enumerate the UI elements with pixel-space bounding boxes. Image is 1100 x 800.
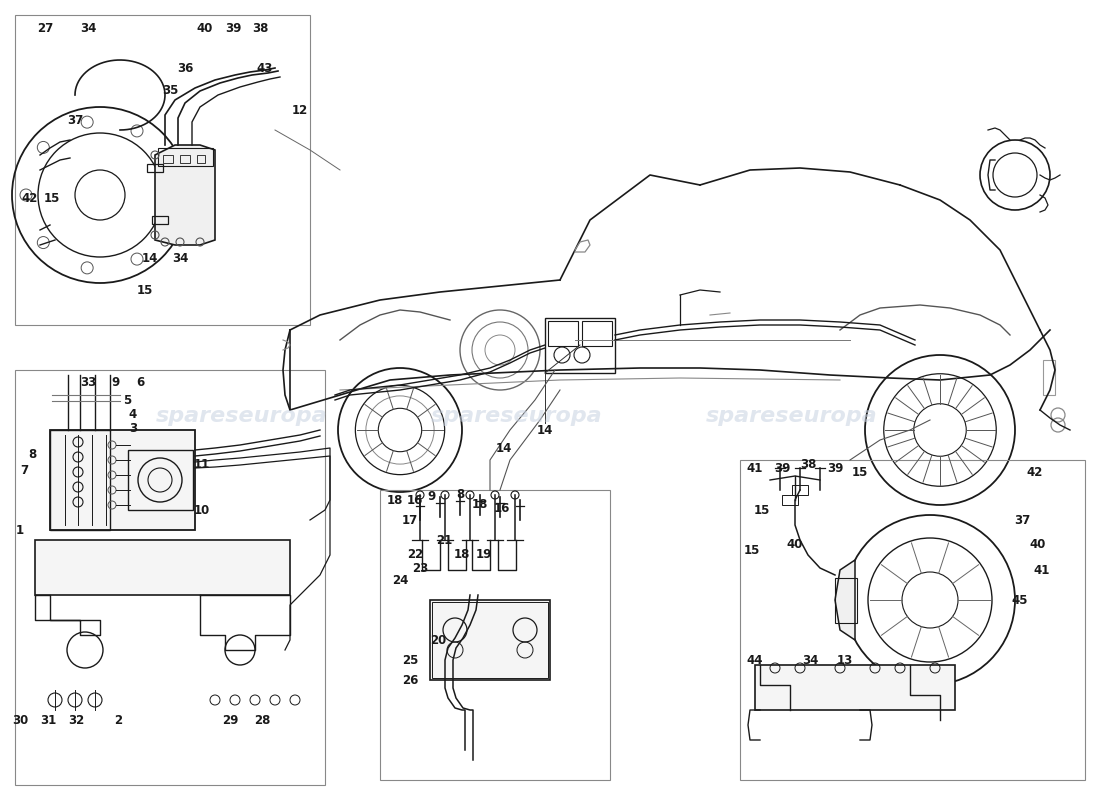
Text: 21: 21 (436, 534, 452, 546)
Bar (197, 155, 205, 163)
Text: 16: 16 (494, 502, 510, 514)
Bar (158, 148, 213, 166)
Bar (152, 216, 168, 224)
Text: 29: 29 (222, 714, 239, 726)
Bar (35, 540, 290, 595)
Text: 42: 42 (1026, 466, 1043, 478)
Text: 37: 37 (67, 114, 84, 126)
Text: 35: 35 (162, 83, 178, 97)
Bar (50, 430, 195, 530)
Text: 15: 15 (754, 503, 770, 517)
Text: 16: 16 (407, 494, 424, 506)
Bar (792, 485, 808, 495)
Text: 15: 15 (44, 191, 60, 205)
Text: 30: 30 (12, 714, 29, 726)
Text: 31: 31 (40, 714, 56, 726)
Text: 39: 39 (224, 22, 241, 34)
Text: 18: 18 (454, 549, 470, 562)
Text: 1: 1 (15, 523, 24, 537)
Bar (582, 321, 612, 346)
Bar (835, 578, 857, 623)
Bar (755, 665, 955, 710)
Text: 38: 38 (800, 458, 816, 471)
Text: 4: 4 (129, 409, 138, 422)
Text: 14: 14 (496, 442, 513, 454)
Text: 38: 38 (252, 22, 268, 34)
Text: 14: 14 (142, 251, 158, 265)
Text: 19: 19 (476, 549, 492, 562)
Text: 25: 25 (402, 654, 418, 666)
Text: 15: 15 (851, 466, 868, 478)
Bar (782, 495, 797, 505)
Bar (15, 15, 310, 325)
Bar (544, 318, 615, 373)
Text: 28: 28 (254, 714, 271, 726)
Bar (147, 164, 163, 172)
Text: spareseuropa: spareseuropa (156, 406, 328, 426)
Text: 13: 13 (837, 654, 854, 666)
Text: 3: 3 (129, 422, 138, 434)
Text: 34: 34 (802, 654, 818, 666)
Text: 18: 18 (387, 494, 404, 506)
Bar (548, 321, 578, 346)
Text: 10: 10 (194, 503, 210, 517)
Text: 41: 41 (1034, 563, 1050, 577)
Text: 7: 7 (20, 463, 29, 477)
Bar (128, 450, 192, 510)
Bar (379, 490, 610, 780)
Text: 39: 39 (773, 462, 790, 474)
Bar (740, 460, 1085, 780)
Bar (1043, 360, 1055, 395)
Bar (432, 602, 548, 678)
Bar (180, 155, 190, 163)
Text: 9: 9 (428, 490, 436, 503)
Text: 23: 23 (411, 562, 428, 574)
Text: 9: 9 (111, 375, 119, 389)
Text: 15: 15 (136, 283, 153, 297)
Text: 37: 37 (1014, 514, 1030, 526)
Text: 34: 34 (172, 251, 188, 265)
Text: 43: 43 (256, 62, 273, 74)
Text: 32: 32 (68, 714, 84, 726)
Text: 8: 8 (455, 487, 464, 501)
Bar (15, 370, 324, 785)
Text: 44: 44 (747, 654, 763, 666)
Text: 24: 24 (392, 574, 408, 586)
Bar (163, 155, 173, 163)
Text: 12: 12 (292, 103, 308, 117)
Bar (50, 430, 110, 530)
Text: 27: 27 (37, 22, 53, 34)
Text: spareseuropa: spareseuropa (431, 406, 603, 426)
Text: 34: 34 (80, 22, 96, 34)
Text: 14: 14 (537, 423, 553, 437)
Text: 45: 45 (1012, 594, 1028, 606)
Bar (430, 600, 550, 680)
Text: 33: 33 (80, 375, 96, 389)
Text: 5: 5 (123, 394, 131, 406)
Polygon shape (155, 145, 214, 245)
Text: 17: 17 (402, 514, 418, 526)
Text: 22: 22 (407, 549, 424, 562)
Text: 11: 11 (194, 458, 210, 471)
Text: 26: 26 (402, 674, 418, 686)
Text: 8: 8 (28, 449, 36, 462)
Text: 40: 40 (197, 22, 213, 34)
Text: 6: 6 (136, 375, 144, 389)
Text: 20: 20 (430, 634, 447, 646)
Text: 39: 39 (827, 462, 844, 474)
Polygon shape (835, 560, 855, 640)
Text: 15: 15 (744, 543, 760, 557)
Text: 18: 18 (472, 498, 488, 511)
Text: 36: 36 (177, 62, 194, 74)
Text: 41: 41 (747, 462, 763, 474)
Text: 42: 42 (22, 191, 38, 205)
Text: 2: 2 (114, 714, 122, 726)
Text: spareseuropa: spareseuropa (706, 406, 878, 426)
Text: 40: 40 (786, 538, 803, 551)
Text: 40: 40 (1030, 538, 1046, 551)
